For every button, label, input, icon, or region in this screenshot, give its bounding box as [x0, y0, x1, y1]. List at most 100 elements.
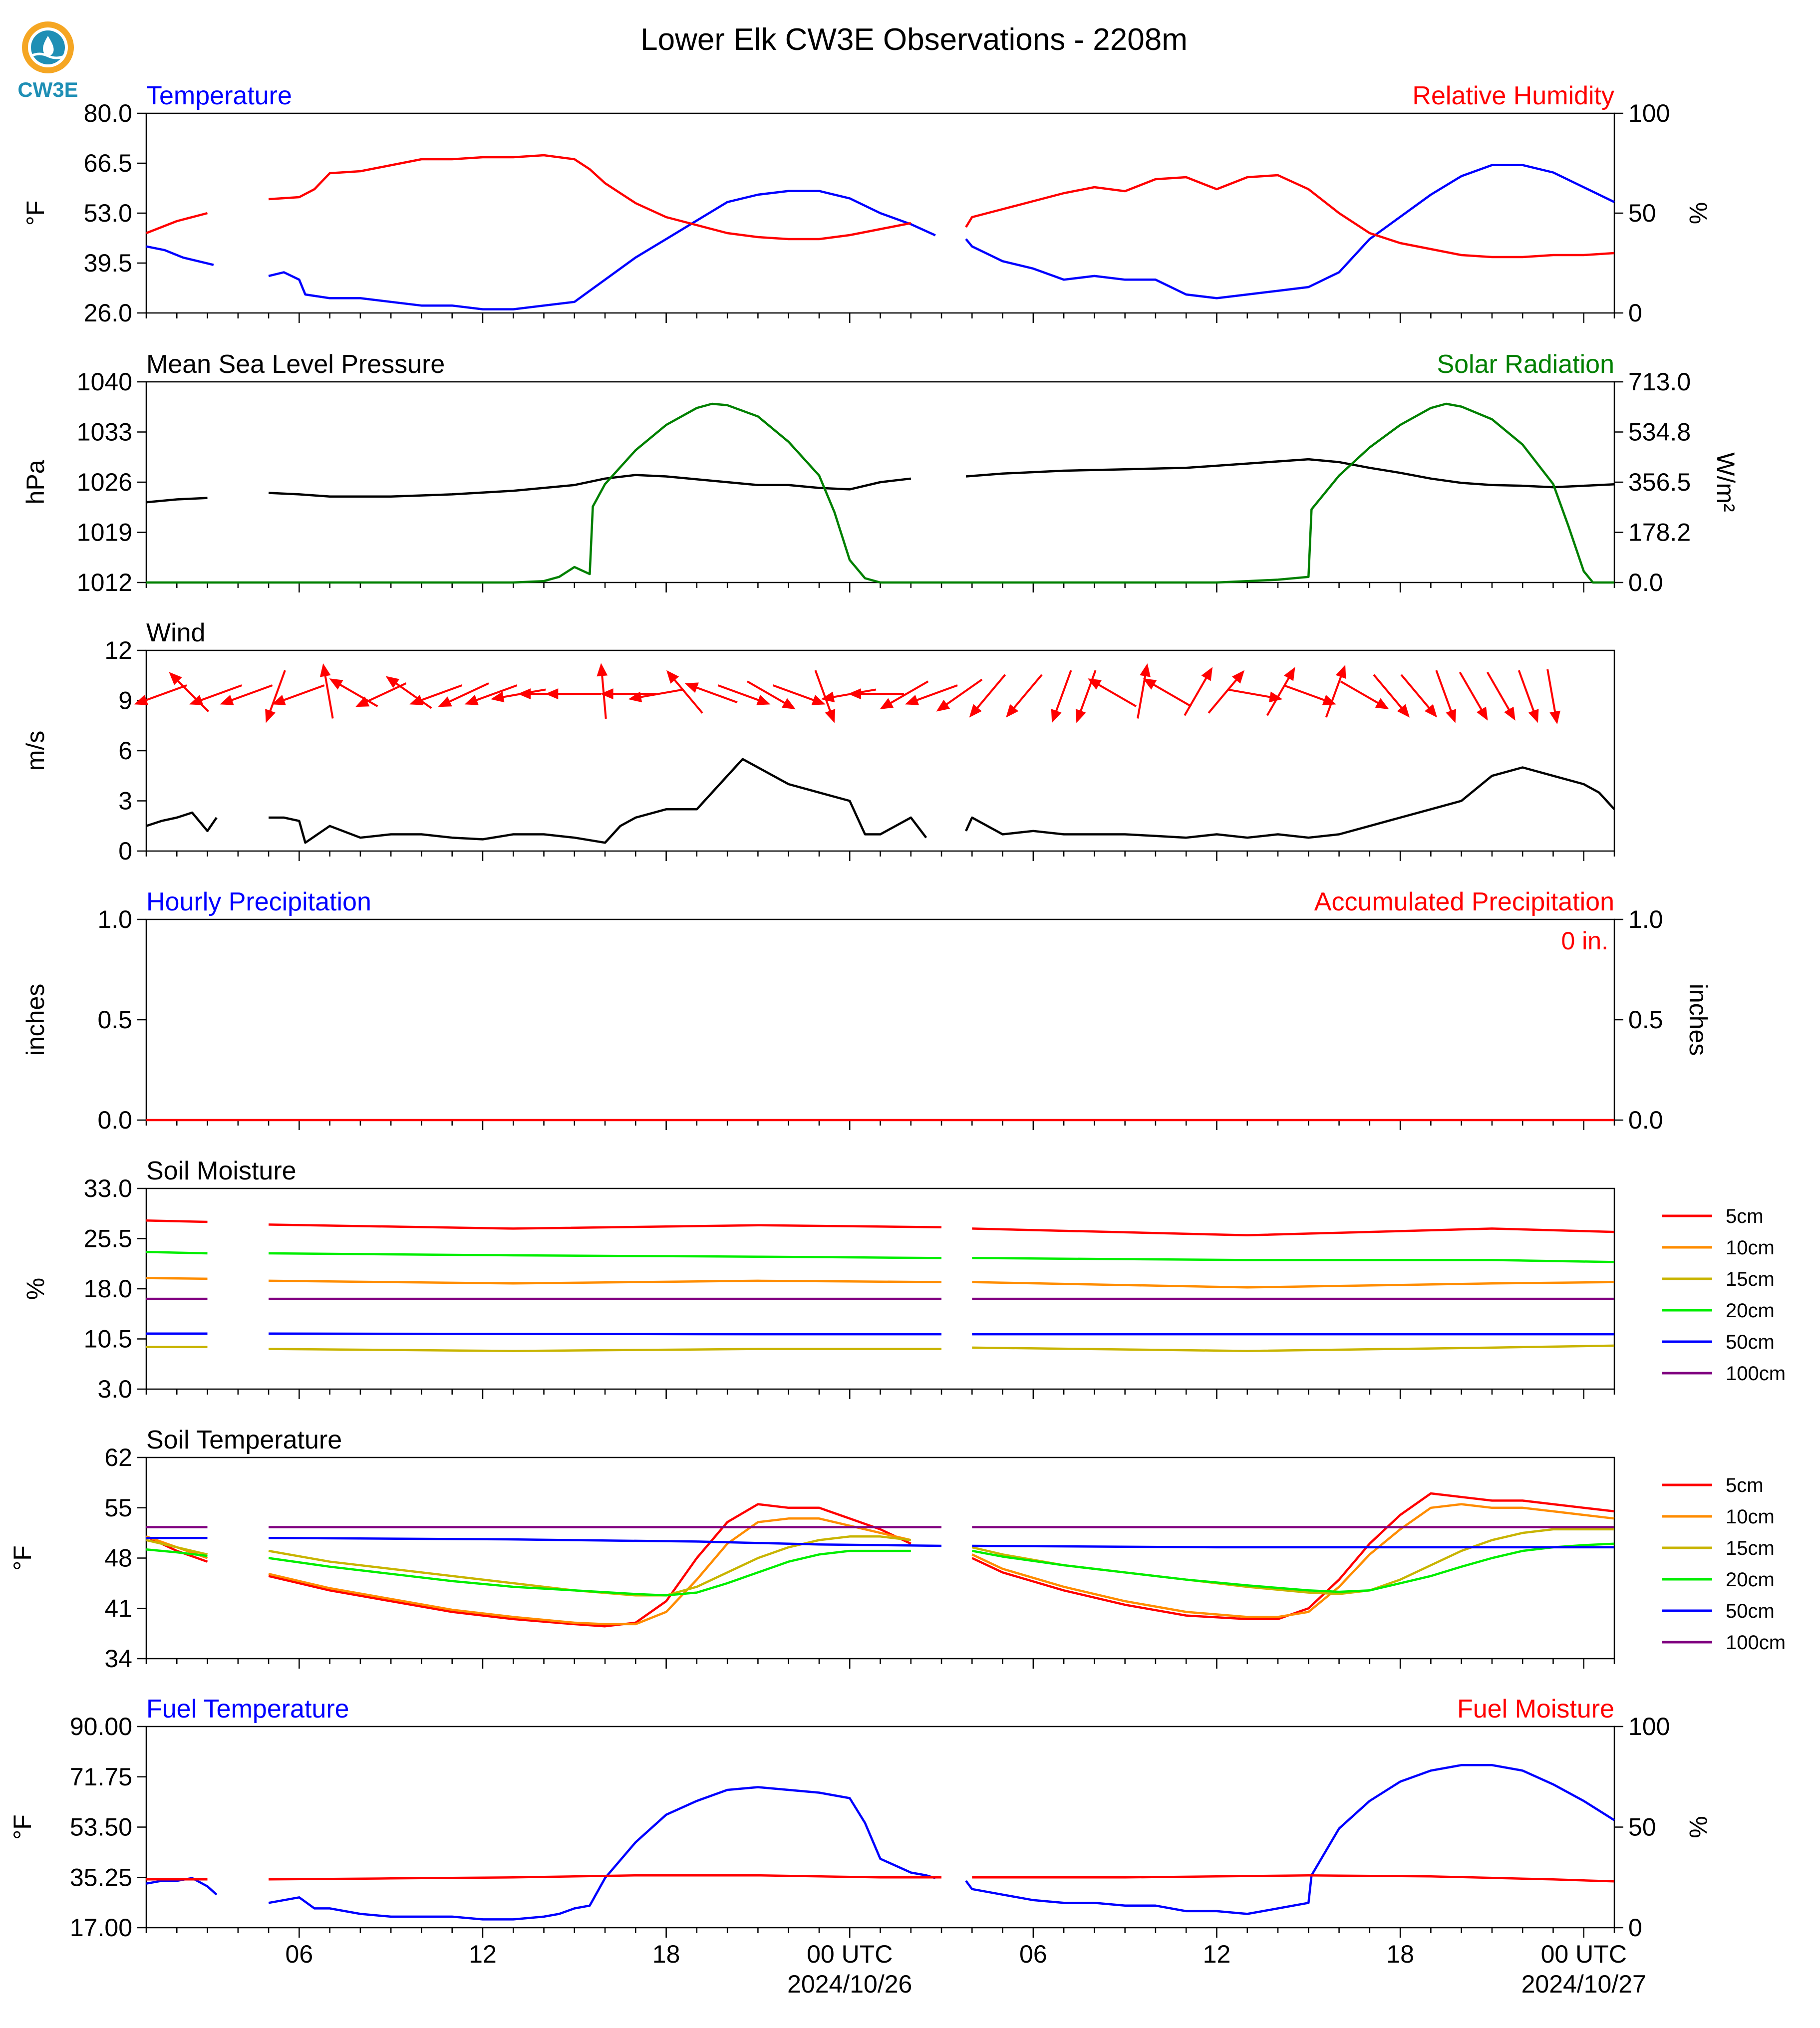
legend: 5cm 10cm 15cm 20cm 50cm 100cm — [1662, 1474, 1786, 1654]
x-tick-label: 18 — [652, 1940, 680, 1968]
wind-arrow-shaft — [172, 675, 210, 712]
wind-arrow — [848, 688, 904, 700]
wind-arrow — [355, 682, 407, 707]
wind-arrow — [746, 680, 796, 710]
wind-arrow-head — [1087, 678, 1102, 690]
wind-arrow-head — [355, 696, 370, 707]
wind-arrow — [814, 670, 836, 723]
wind-arrow — [1184, 667, 1213, 716]
x-tick-label: 00 UTC — [807, 1940, 893, 1968]
y-tick-label: 41 — [104, 1594, 132, 1622]
wind-arrow-shaft — [1266, 671, 1293, 716]
wind-arrow-shaft — [1208, 674, 1241, 714]
y2-tick-label: 534.8 — [1628, 418, 1691, 446]
wind-arrow-shaft — [1517, 670, 1537, 718]
series-line-20cm — [146, 1542, 1615, 1597]
wind-arrow-head — [600, 688, 613, 700]
wind-arrow-head — [1504, 706, 1516, 721]
y-tick-label: 10.5 — [84, 1325, 132, 1353]
wind-arrow-shaft — [746, 680, 791, 707]
y-axis-label: °F — [21, 201, 49, 226]
series-line-10cm — [146, 1277, 1615, 1289]
accumulated-total-label: 0 in. — [1561, 927, 1608, 955]
wind-arrow-head — [1424, 704, 1438, 718]
wind-arrow-shaft — [333, 680, 378, 707]
wind-arrow — [1546, 669, 1560, 725]
legend-label: 15cm — [1726, 1537, 1775, 1559]
y-tick-label: 1012 — [77, 569, 132, 596]
y2-axis-label: W/m² — [1712, 452, 1740, 512]
wind-arrow — [1208, 670, 1245, 714]
wind-arrow-head — [134, 695, 149, 705]
wind-arrow-head — [880, 698, 894, 710]
wind-arrow-shaft — [1546, 669, 1557, 719]
wind-arrow — [189, 684, 243, 705]
legend-label: 100cm — [1726, 1363, 1786, 1385]
panel-fuel: 17.00 35.25 53.50 71.75 90.00 0 50 100 °F % Fuel T… — [8, 1695, 1712, 1942]
panel-title-left: Fuel Temperature — [146, 1695, 349, 1724]
wind-arrow-head — [169, 672, 182, 685]
wind-arrow-head — [1231, 670, 1245, 684]
logo-droplet — [43, 36, 54, 56]
x-tick-label: 06 — [1019, 1940, 1047, 1968]
series-line-5cm — [146, 1492, 1615, 1628]
legend-label: 20cm — [1726, 1300, 1775, 1322]
y-axis-label: % — [21, 1278, 49, 1300]
panel-precipitation: 0.0 0.5 1.0 0.0 0.5 1.0 inches inches Hourly Pre… — [21, 887, 1712, 1134]
legend-label: 20cm — [1726, 1569, 1775, 1591]
y-tick-label: 53.0 — [84, 199, 132, 227]
wind-arrow-shaft — [669, 674, 703, 714]
wind-arrow-head — [1140, 663, 1151, 677]
wind-arrow-shaft — [717, 684, 765, 704]
wind-arrow-shaft — [1184, 671, 1211, 716]
wind-arrow-shaft — [972, 674, 1006, 714]
wind-arrow-shaft — [360, 682, 407, 706]
wind-arrow — [1137, 663, 1151, 719]
panels: 26.0 39.5 53.0 66.5 80.0 0 50 100 °F % Temperature… — [8, 81, 1786, 1942]
legend-label: 10cm — [1726, 1237, 1775, 1259]
wind-arrow — [1087, 678, 1137, 707]
cw3e-logo: CW3E — [17, 21, 78, 101]
y-axis-label: m/s — [21, 731, 49, 771]
y2-tick-label: 178.2 — [1628, 519, 1691, 547]
wind-arrow-head — [1549, 710, 1560, 725]
wind-arrow-head — [329, 678, 343, 690]
wind-arrow — [134, 684, 187, 705]
wind-arrow-shaft — [1459, 671, 1486, 716]
wind-arrow — [969, 674, 1006, 718]
panel-wind: 0 3 6 9 12 m/s Wind — [21, 618, 1615, 865]
wind-arrow — [1486, 671, 1516, 721]
y-tick-label: 1040 — [77, 368, 132, 396]
wind-arrow — [438, 682, 489, 707]
wind-arrow — [464, 684, 518, 705]
series-line-0 — [146, 758, 1615, 844]
legend-label: 100cm — [1726, 1632, 1786, 1654]
wind-arrow-head — [438, 696, 452, 707]
wind-arrow-shaft — [1077, 670, 1097, 718]
y2-tick-label: 50 — [1628, 199, 1656, 227]
wind-arrow-shaft — [814, 670, 834, 718]
y-tick-label: 1033 — [77, 418, 132, 446]
y-axis-label: °F — [8, 1545, 36, 1571]
wind-arrow-head — [265, 709, 276, 723]
panel-title-right: Accumulated Precipitation — [1314, 887, 1614, 916]
wind-arrow-head — [1335, 664, 1346, 679]
wind-arrow-shaft — [884, 680, 929, 707]
y-tick-label: 0.0 — [97, 1106, 132, 1134]
wind-arrow-shaft — [1325, 670, 1344, 718]
panel-title-left: Soil Temperature — [146, 1426, 342, 1454]
wind-arrow — [772, 684, 826, 705]
wind-arrow-head — [1476, 706, 1488, 721]
y2-tick-label: 0.0 — [1628, 1106, 1663, 1134]
wind-arrow-head — [385, 676, 400, 688]
y-tick-label: 25.5 — [84, 1225, 132, 1253]
y-tick-label: 6 — [118, 737, 132, 765]
wind-arrow-shaft — [690, 684, 738, 704]
y2-tick-label: 0.0 — [1628, 569, 1663, 596]
y2-tick-label: 100 — [1628, 99, 1670, 127]
wind-arrow — [169, 672, 210, 712]
legend-label: 50cm — [1726, 1600, 1775, 1622]
y-tick-label: 34 — [104, 1645, 132, 1673]
y-tick-label: 0 — [118, 837, 132, 865]
wind-arrow — [600, 688, 656, 700]
